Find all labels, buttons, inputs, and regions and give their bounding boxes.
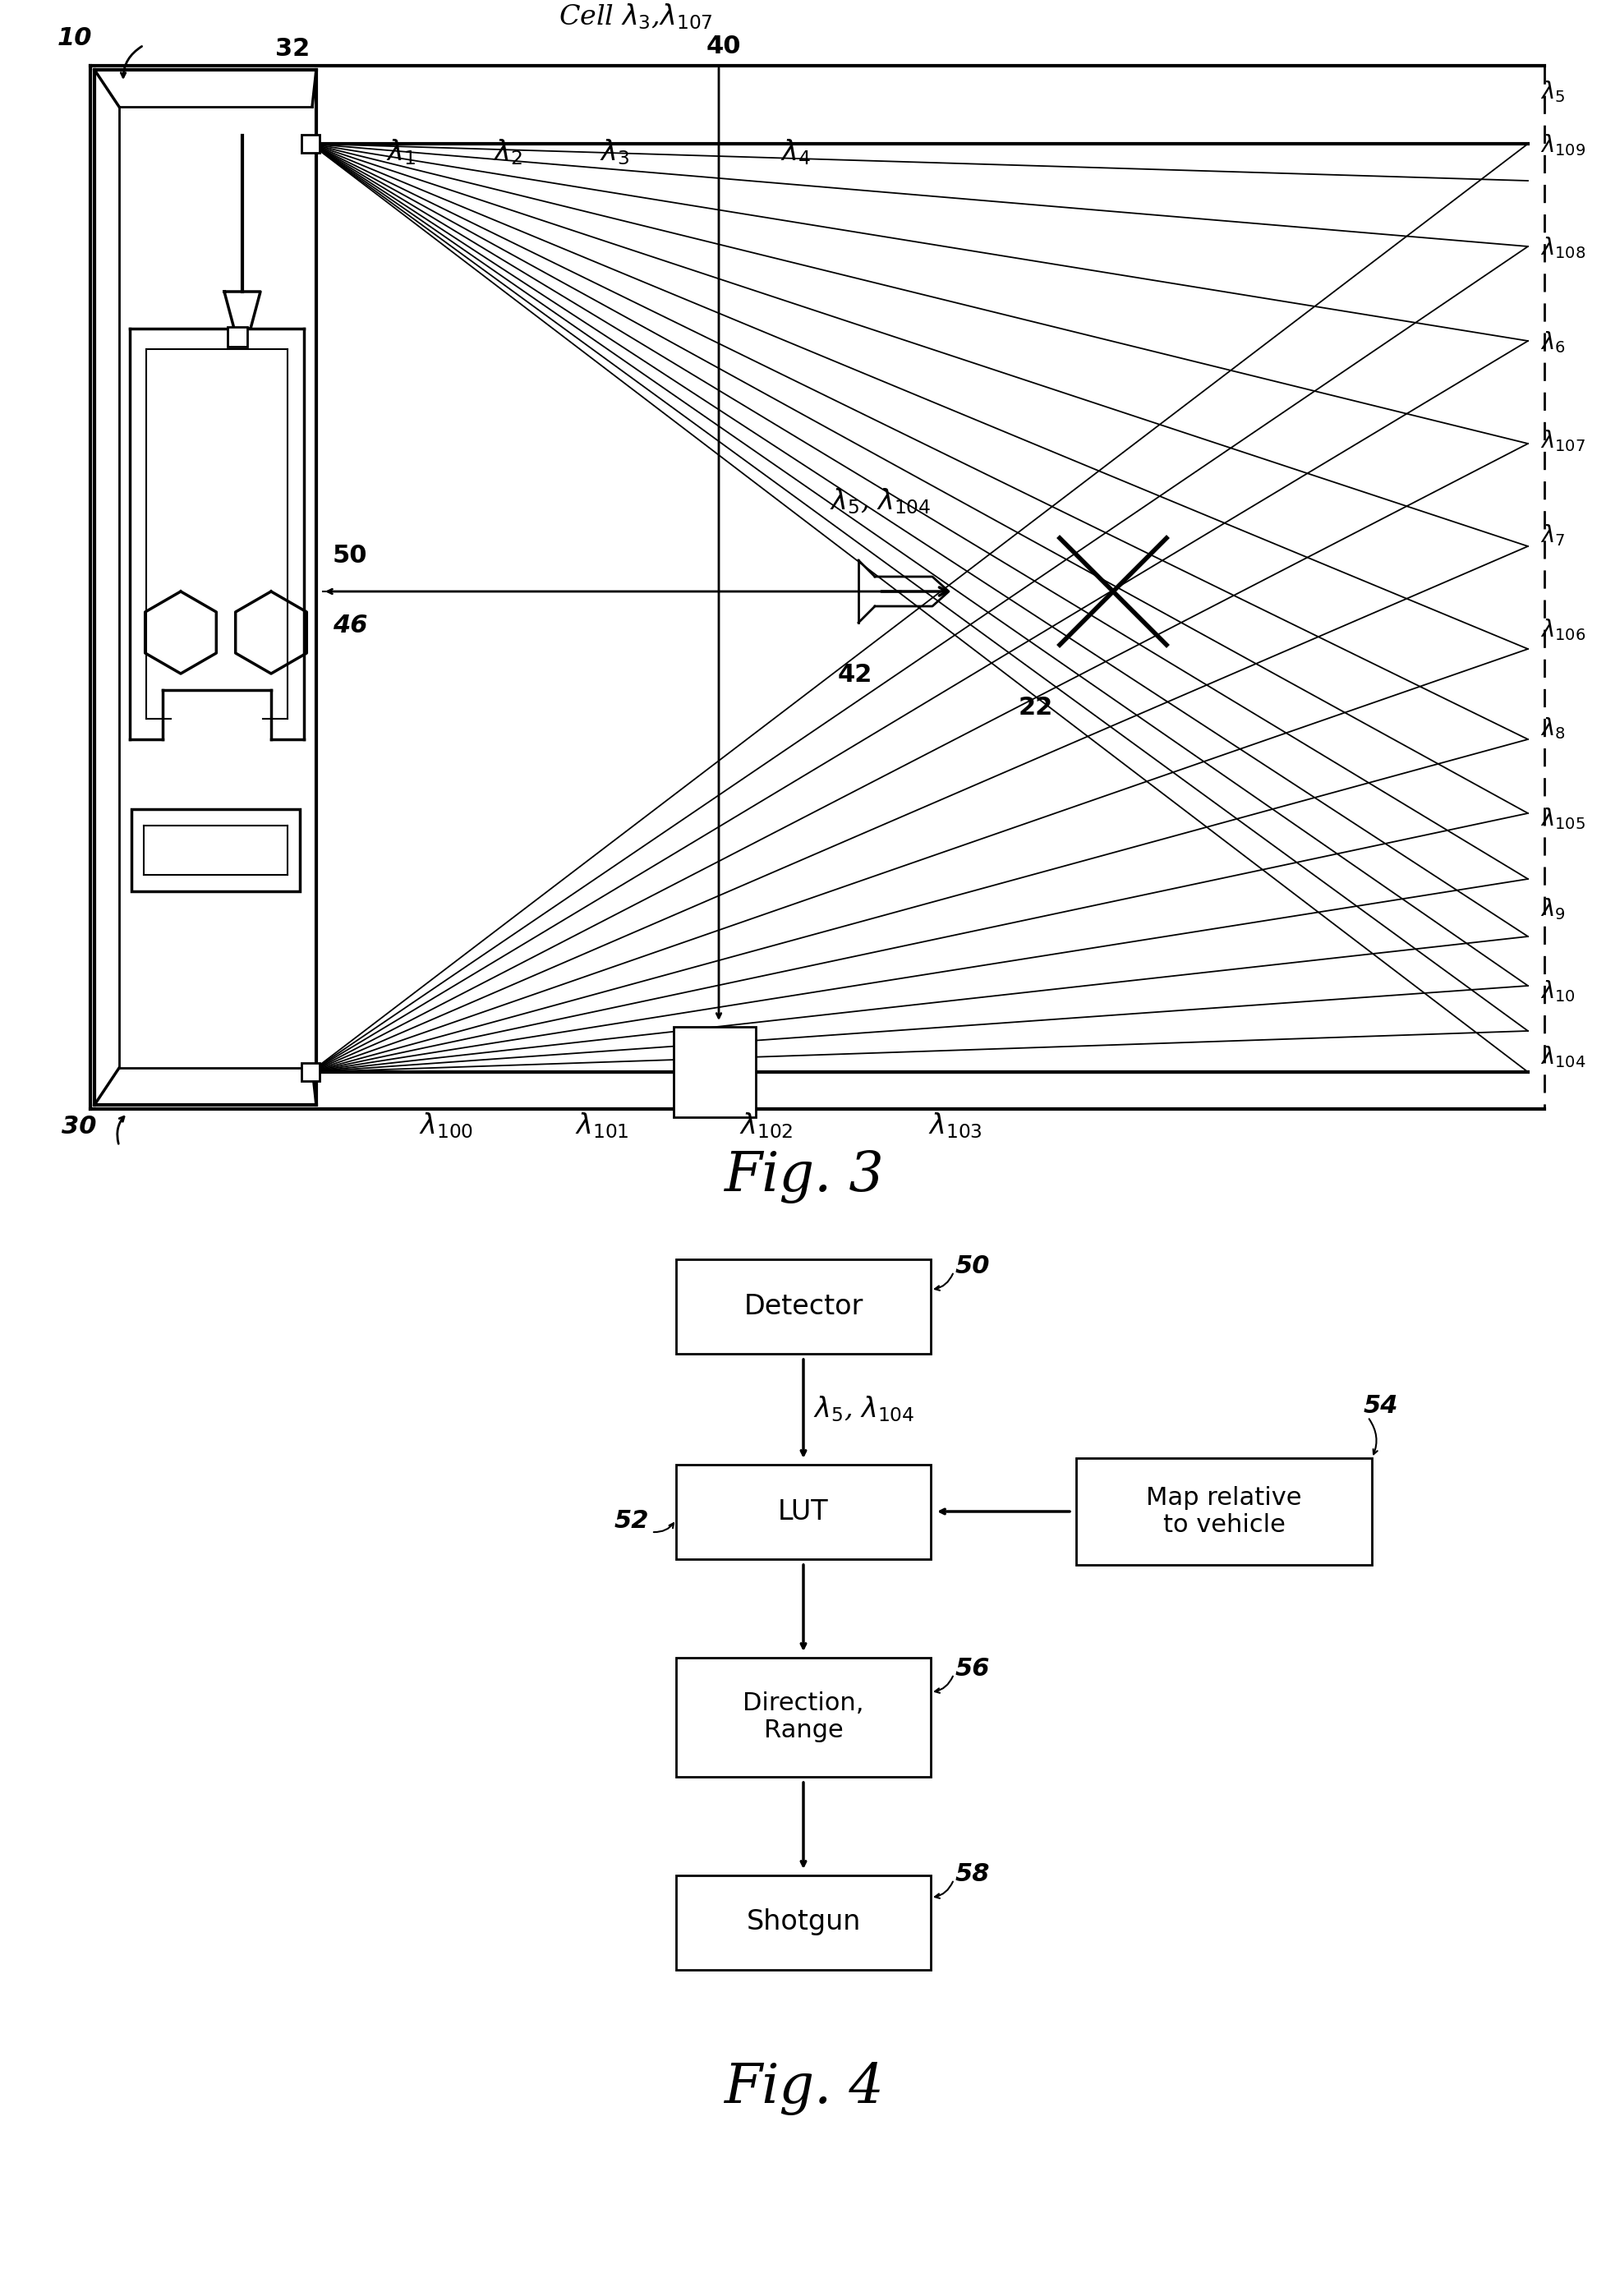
Text: $\lambda_{106}$: $\lambda_{106}$ <box>1540 618 1585 643</box>
Bar <box>132 808 300 891</box>
Text: $\lambda_6$: $\lambda_6$ <box>1540 328 1564 354</box>
Text: $\lambda_{109}$: $\lambda_{109}$ <box>1540 133 1585 158</box>
Text: Detector: Detector <box>744 1293 862 1320</box>
Text: 22: 22 <box>1018 696 1054 719</box>
Text: $\lambda_4$: $\lambda_4$ <box>781 138 811 168</box>
Text: 50: 50 <box>956 1254 989 1279</box>
Bar <box>1076 1458 1372 1566</box>
Text: Shotgun: Shotgun <box>745 1908 861 1936</box>
Text: $\lambda_8$: $\lambda_8$ <box>1540 716 1564 742</box>
Text: 52: 52 <box>613 1508 649 1534</box>
Text: Map relative
to vehicle: Map relative to vehicle <box>1145 1486 1301 1538</box>
Text: $\lambda_{100}$: $\lambda_{100}$ <box>419 1111 474 1139</box>
Text: Fig. 3: Fig. 3 <box>723 1150 883 1203</box>
Text: LUT: LUT <box>777 1497 829 1525</box>
Text: $\lambda_{105}$: $\lambda_{105}$ <box>1540 806 1585 831</box>
Text: 46: 46 <box>332 613 368 638</box>
Text: $\lambda_5$, $\lambda_{104}$: $\lambda_5$, $\lambda_{104}$ <box>829 487 930 517</box>
Bar <box>676 1258 930 1352</box>
Bar <box>676 1465 930 1559</box>
Text: $\lambda_{108}$: $\lambda_{108}$ <box>1540 234 1585 259</box>
Text: 30: 30 <box>61 1116 96 1139</box>
Bar <box>302 135 320 154</box>
Text: 32: 32 <box>275 37 310 60</box>
Text: Direction,
Range: Direction, Range <box>742 1692 864 1743</box>
Text: $\lambda_7$: $\lambda_7$ <box>1540 523 1564 549</box>
Bar <box>676 1658 930 1777</box>
Text: 54: 54 <box>1363 1394 1397 1419</box>
Text: $\lambda_9$: $\lambda_9$ <box>1540 895 1564 921</box>
Text: 58: 58 <box>956 1862 989 1885</box>
Text: 56: 56 <box>956 1658 989 1681</box>
Text: $\lambda_{10}$: $\lambda_{10}$ <box>1540 978 1575 1003</box>
Text: 40: 40 <box>707 34 740 57</box>
Bar <box>228 326 247 347</box>
Text: $\lambda_{103}$: $\lambda_{103}$ <box>928 1111 981 1139</box>
Text: Cell $\lambda_3$,$\lambda_{107}$: Cell $\lambda_3$,$\lambda_{107}$ <box>559 2 713 30</box>
Text: 10: 10 <box>58 25 93 51</box>
Text: 42: 42 <box>837 664 872 687</box>
Text: $\lambda_2$: $\lambda_2$ <box>493 138 522 168</box>
Text: Fig. 4: Fig. 4 <box>723 2062 883 2115</box>
Bar <box>673 1026 755 1118</box>
Text: $\lambda_1$: $\lambda_1$ <box>385 138 416 168</box>
Text: $\lambda_{101}$: $\lambda_{101}$ <box>575 1111 628 1139</box>
Text: $\lambda_{104}$: $\lambda_{104}$ <box>1540 1045 1585 1070</box>
Text: $\lambda_{102}$: $\lambda_{102}$ <box>739 1111 793 1139</box>
Text: $\lambda_3$: $\lambda_3$ <box>599 138 630 168</box>
Bar <box>302 1063 320 1081</box>
Text: $\lambda_{107}$: $\lambda_{107}$ <box>1540 427 1585 452</box>
Text: $\lambda_5$: $\lambda_5$ <box>1540 78 1564 103</box>
Text: 50: 50 <box>332 544 368 567</box>
Text: $\lambda_5$, $\lambda_{104}$: $\lambda_5$, $\lambda_{104}$ <box>813 1394 914 1424</box>
Bar <box>676 1876 930 1970</box>
